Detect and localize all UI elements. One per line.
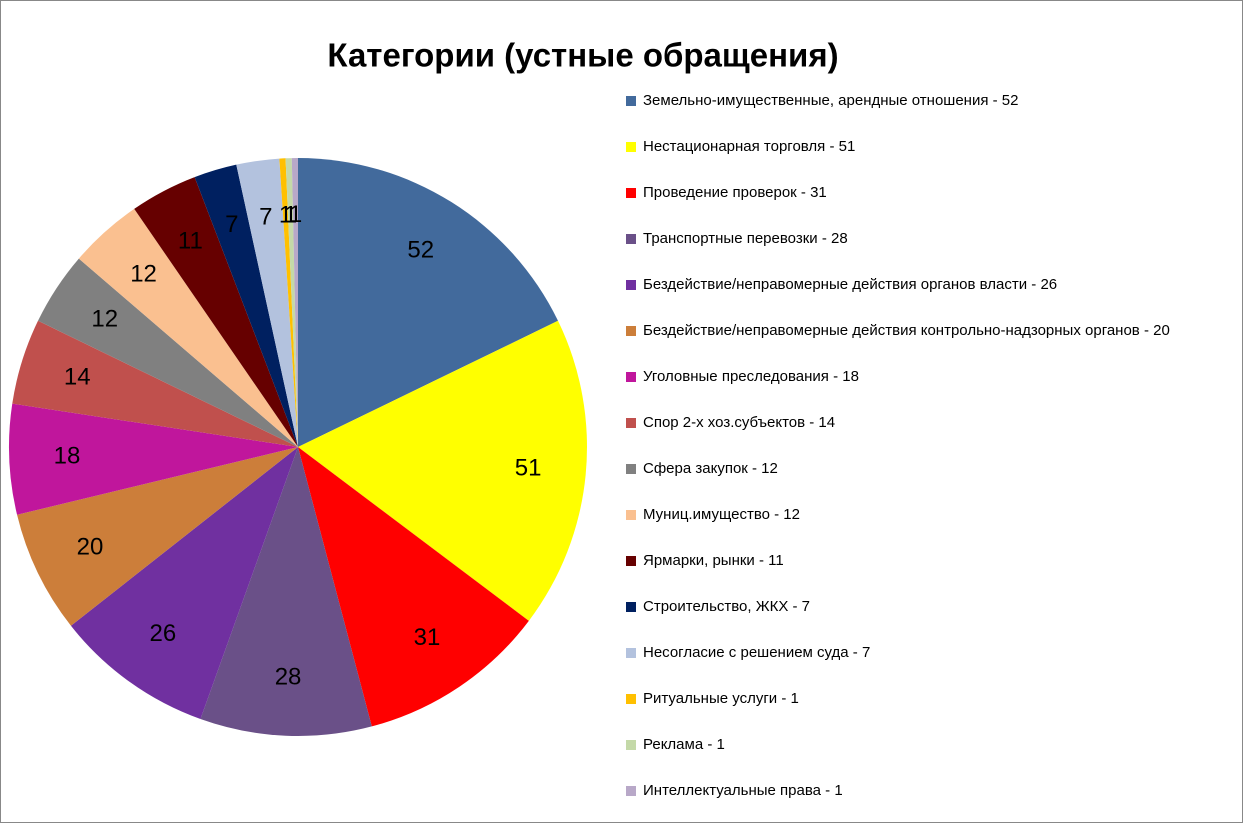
legend-swatch [626, 142, 636, 152]
legend-swatch [626, 786, 636, 796]
legend-label: Уголовные преследования - 18 [643, 368, 859, 385]
data-label: 26 [150, 620, 177, 647]
legend-swatch [626, 280, 636, 290]
legend-swatch [626, 372, 636, 382]
legend-label: Ярмарки, рынки - 11 [643, 552, 784, 569]
legend-label: Проведение проверок - 31 [643, 184, 827, 201]
data-label: 14 [64, 364, 91, 391]
data-label: 31 [414, 624, 441, 651]
data-label: 52 [407, 236, 434, 263]
legend-swatch [626, 418, 636, 428]
legend-label: Сфера закупок - 12 [643, 460, 778, 477]
pie-slice [70, 447, 298, 720]
legend-label: Строительство, ЖКХ - 7 [643, 598, 810, 615]
pie-slice [12, 320, 298, 447]
legend-swatch [626, 694, 636, 704]
pie-slice [236, 158, 298, 448]
pie-slice [298, 158, 558, 447]
legend-swatch [626, 602, 636, 612]
legend-label: Земельно-имущественные, арендные отношен… [643, 92, 1018, 109]
legend-label: Несогласие с решением суда - 7 [643, 644, 870, 661]
pie-slice [194, 164, 298, 447]
data-label: 1 [279, 201, 292, 228]
pie-slice [200, 447, 372, 736]
legend-label: Нестационарная торговля - 51 [643, 138, 855, 155]
legend-swatch [626, 326, 636, 336]
legend-label: Бездействие/неправомерные действия орган… [643, 276, 1057, 293]
legend-swatch [626, 96, 636, 106]
pie-slice [134, 177, 298, 448]
data-label: 28 [275, 663, 302, 690]
data-label: 7 [259, 203, 272, 230]
legend-swatch [626, 556, 636, 566]
data-label: 11 [178, 228, 203, 255]
data-label: 1 [284, 201, 297, 228]
pie-slice [291, 158, 298, 447]
data-label: 18 [54, 442, 81, 469]
chart-title: Категории (устные обращения) [327, 37, 838, 74]
legend-label: Бездействие/неправомерные действия контр… [643, 322, 1170, 339]
legend-label: Транспортные перевозки - 28 [643, 230, 848, 247]
legend-label: Интеллектуальные права - 1 [643, 782, 843, 799]
legend-swatch [626, 234, 636, 244]
data-label: 20 [77, 533, 104, 560]
legend-label: Спор 2-х хоз.субъектов - 14 [643, 414, 835, 431]
legend-swatch [626, 740, 636, 750]
pie-slice [8, 403, 298, 515]
legend-swatch [626, 188, 636, 198]
legend-label: Реклама - 1 [643, 736, 725, 753]
pie-slice [17, 447, 299, 626]
pie-slice [298, 320, 588, 621]
legend-swatch [626, 510, 636, 520]
pie-slice [279, 158, 298, 447]
legend-label: Муниц.имущество - 12 [643, 506, 800, 523]
data-label: 51 [515, 455, 542, 482]
data-label: 1 [289, 201, 302, 228]
pie-slice [298, 447, 529, 727]
data-label: 12 [91, 305, 118, 332]
pie-slice [38, 258, 298, 447]
legend-label: Ритуальные услуги - 1 [643, 690, 799, 707]
data-label: 7 [225, 211, 238, 238]
pie-slice [285, 158, 298, 448]
legend-swatch [626, 464, 636, 474]
data-label: 12 [130, 260, 157, 287]
pie-slice [78, 208, 298, 447]
legend-swatch [626, 648, 636, 658]
